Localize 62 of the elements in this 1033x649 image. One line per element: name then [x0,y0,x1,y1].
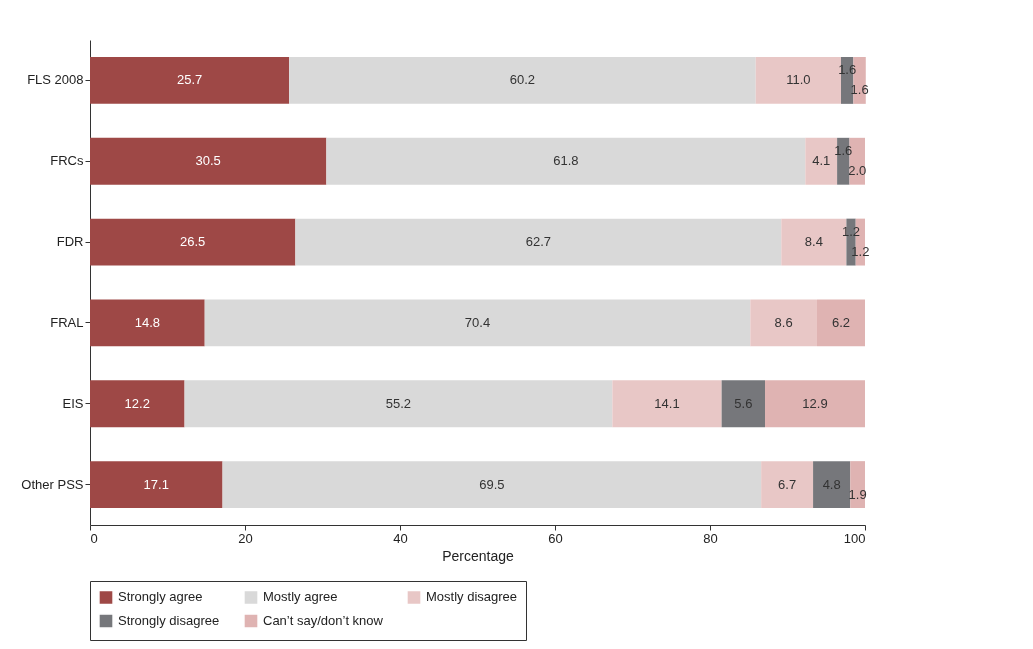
bar [204,299,751,347]
data-label: 62.7 [525,234,551,250]
data-label: 6.7 [778,476,797,492]
y-tick-label: FRCs [50,153,84,169]
x-tick-label: 60 [548,530,563,546]
x-tick-label: 0 [90,530,98,546]
data-label: 69.5 [479,476,505,492]
data-label: 14.1 [654,395,680,411]
x-tick-label: 40 [393,530,408,546]
y-tick-label: FRAL [50,314,84,330]
data-label: 70.4 [464,314,491,330]
bar [750,299,817,347]
data-label: 12.2 [124,395,150,411]
x-tick-label: 100 [843,530,866,546]
bar [90,461,223,509]
bar [612,380,722,428]
y-tick-label: FLS 2008 [27,72,84,88]
legend-label: Can’t say/don’t know [263,613,384,628]
bar [813,461,851,509]
data-label: 11.0 [786,72,811,88]
data-label: 1.2 [842,224,861,240]
bar [761,461,814,509]
data-label: 12.9 [802,395,828,411]
data-label: 61.8 [553,153,579,169]
data-label: 5.6 [734,395,753,411]
data-label: 60.2 [509,72,536,88]
data-label: 14.8 [134,314,161,330]
data-label: 8.6 [774,314,793,330]
bar [90,137,327,185]
legend-label: Mostly agree [263,589,338,605]
data-label: 55.2 [385,395,412,411]
data-label: 6.2 [831,314,851,330]
bar [326,137,806,185]
bar [222,461,762,509]
bar [295,218,782,266]
data-label: 4.8 [822,476,841,492]
bar [90,380,185,428]
data-label: 17.1 [143,476,169,492]
x-tick-label: 20 [238,530,253,546]
data-label: 25.7 [176,72,203,88]
data-label: 8.4 [804,234,823,250]
bar [90,56,290,104]
legend-label: Strongly disagree [118,613,220,628]
y-tick-label: EIS [62,395,84,411]
bar [289,56,756,104]
y-tick-label: FDR [56,234,84,250]
data-label: 30.5 [195,153,221,169]
y-tick-label: Other PSS [21,476,84,492]
bar [184,380,613,428]
legend-label: Mostly disagree [426,589,518,605]
bar [765,380,865,428]
bar [721,380,766,428]
x-tick-label: 80 [703,530,718,546]
data-label: 4.1 [812,153,831,169]
bar [90,299,205,347]
legend-label: Strongly agree [118,589,203,605]
bar [816,299,865,347]
x-axis-title: Percentage [442,547,515,564]
bar [755,56,841,104]
bar [90,218,296,266]
data-label: 26.5 [180,234,206,250]
data-label: 2.0 [848,163,867,179]
